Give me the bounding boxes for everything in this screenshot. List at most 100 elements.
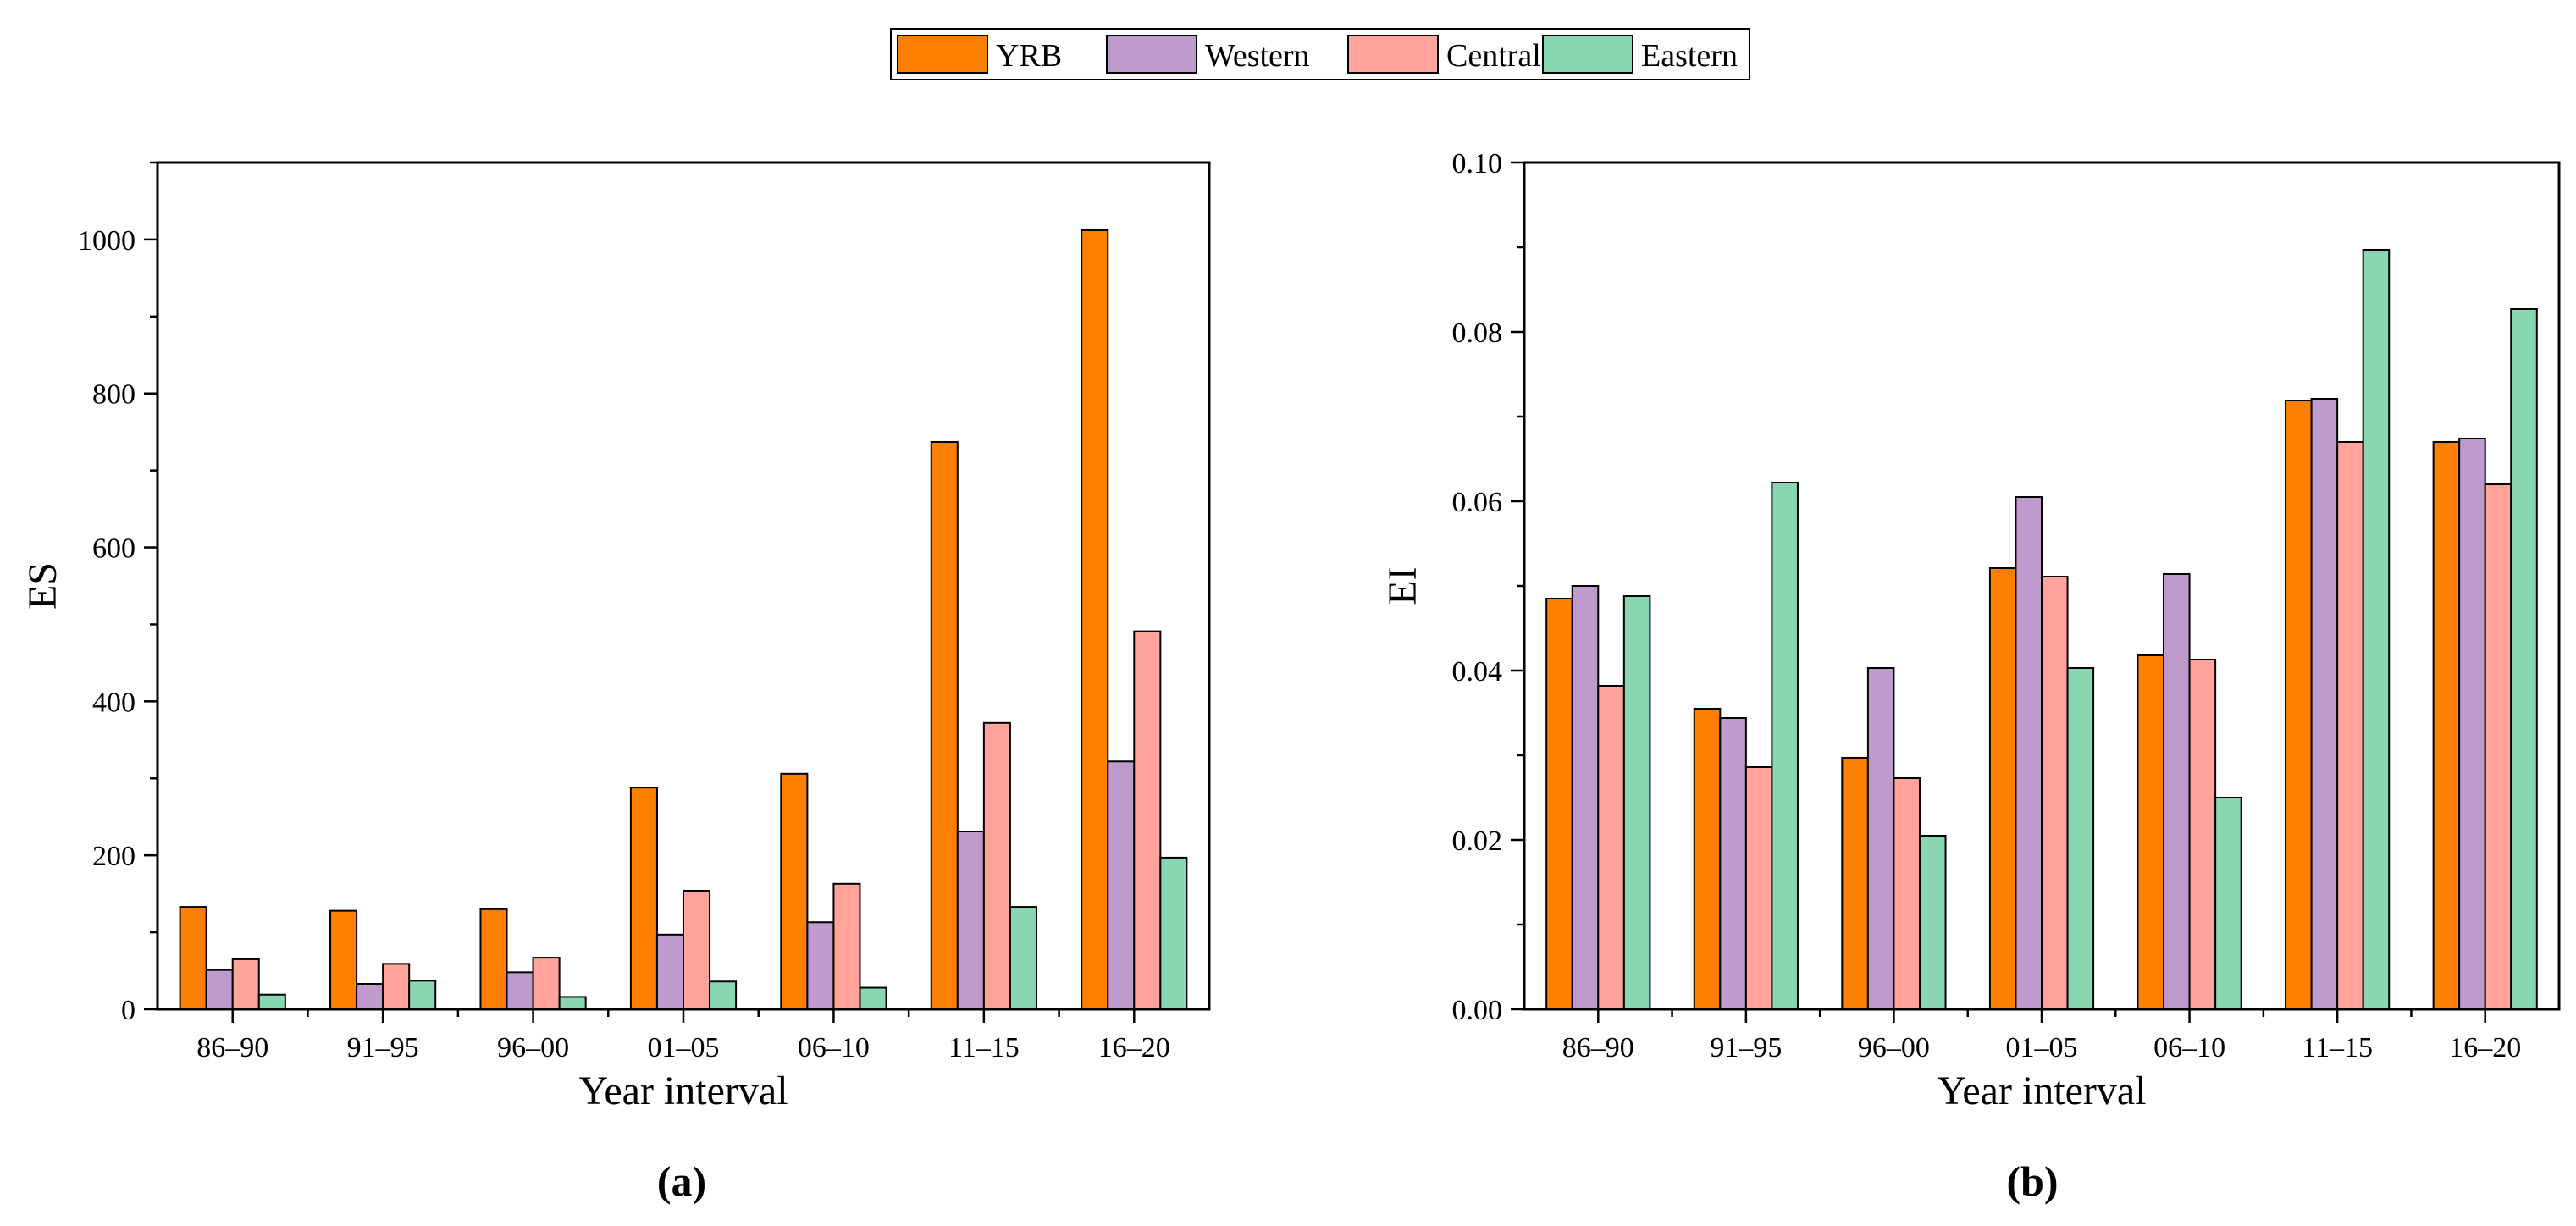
bar-eastern-06-10	[859, 986, 887, 1011]
legend-swatch-central	[1347, 35, 1439, 74]
bar-yrb-01-05	[1988, 567, 2017, 1010]
bar-eastern-11-15	[1009, 906, 1037, 1010]
bar-yrb-11-15	[2285, 400, 2313, 1010]
bar-eastern-86-90	[257, 993, 286, 1010]
bar-yrb-91-95	[1693, 708, 1722, 1010]
y-tick-label: 0.04	[1452, 656, 1503, 688]
bar-yrb-96-00	[1841, 757, 1869, 1010]
legend-label-central: Central	[1446, 38, 1541, 74]
bar-central-16-20	[1133, 630, 1162, 1010]
bar-western-11-15	[2310, 398, 2339, 1010]
bar-central-01-05	[2041, 576, 2069, 1010]
y-tick-label: 0.02	[1452, 826, 1503, 857]
legend-label-western: Western	[1205, 38, 1310, 74]
bar-central-11-15	[982, 721, 1011, 1010]
bar-western-11-15	[956, 831, 985, 1010]
bar-yrb-06-10	[780, 772, 809, 1010]
x-tick-label-16-20: 16–20	[1098, 1032, 1170, 1063]
bar-eastern-11-15	[2362, 249, 2391, 1010]
x-tick-label-06-10: 06–10	[798, 1032, 870, 1063]
plot-frame	[156, 161, 1211, 1011]
bar-central-86-90	[231, 958, 260, 1011]
y-tick-label: 800	[92, 379, 135, 411]
bar-western-01-05	[2015, 496, 2043, 1010]
bar-western-16-20	[2458, 438, 2486, 1010]
bar-central-06-10	[2188, 659, 2217, 1010]
bar-eastern-16-20	[1159, 856, 1188, 1010]
bar-eastern-86-90	[1622, 595, 1651, 1010]
bar-eastern-01-05	[709, 980, 738, 1011]
x-tick-label-11-15: 11–15	[2302, 1032, 2373, 1063]
y-axis-title: EI	[1380, 566, 1425, 605]
bar-eastern-96-00	[558, 996, 587, 1010]
x-axis-title: Year interval	[1937, 1069, 2146, 1113]
bar-eastern-91-95	[408, 980, 437, 1010]
y-tick-label: 0	[121, 995, 135, 1026]
bar-central-86-90	[1597, 685, 1625, 1010]
y-tick-label: 0.10	[1452, 148, 1503, 179]
bar-yrb-96-00	[479, 908, 508, 1010]
bar-central-91-95	[382, 963, 411, 1010]
bar-western-96-00	[1866, 667, 1895, 1010]
bar-western-91-95	[356, 983, 384, 1010]
x-tick-label-06-10: 06–10	[2153, 1032, 2225, 1063]
y-tick-label: 0.00	[1452, 995, 1503, 1026]
y-tick-label: 0.08	[1452, 318, 1503, 349]
legend-swatch-eastern	[1542, 35, 1633, 74]
bar-yrb-11-15	[930, 441, 959, 1010]
legend-label-yrb: YRB	[996, 38, 1062, 74]
x-tick-label-01-05: 01–05	[2006, 1032, 2078, 1063]
y-tick-label: 400	[92, 687, 135, 718]
bar-central-11-15	[2336, 441, 2364, 1010]
panel-label: (b)	[2006, 1157, 2058, 1205]
bar-western-01-05	[655, 933, 685, 1010]
bar-yrb-01-05	[629, 787, 658, 1010]
bar-western-86-90	[205, 969, 234, 1011]
bar-central-16-20	[2484, 483, 2512, 1010]
bar-central-06-10	[832, 882, 861, 1010]
bar-western-06-10	[806, 921, 835, 1011]
bar-central-91-95	[1744, 766, 1773, 1010]
bar-yrb-91-95	[329, 909, 358, 1011]
bar-western-16-20	[1107, 760, 1136, 1011]
legend-swatch-western	[1106, 35, 1197, 74]
x-tick-label-96-00: 96–00	[497, 1032, 569, 1063]
legend: YRB Western Central Eastern	[890, 28, 1750, 80]
x-tick-label-91-95: 91–95	[1710, 1032, 1782, 1063]
legend-label-eastern: Eastern	[1641, 38, 1738, 74]
bar-western-86-90	[1571, 585, 1600, 1010]
y-tick-label: 0.06	[1452, 487, 1503, 518]
y-tick-label: 200	[92, 841, 135, 872]
bar-yrb-86-90	[1545, 598, 1573, 1010]
chart-panel-a: 0 200 400 600 800 1000 86–90 91–95 96–00 01–05 06–…	[20, 161, 1211, 1205]
x-tick-label-86-90: 86–90	[196, 1032, 268, 1063]
bar-eastern-16-20	[2510, 308, 2538, 1010]
chart-panel-b: 0.00 0.02 0.04 0.06 0.08 0.10 86–90 91–95 96–00 0…	[1380, 148, 2561, 1205]
bar-eastern-01-05	[2066, 667, 2095, 1010]
x-tick-label-86-90: 86–90	[1562, 1032, 1634, 1063]
x-tick-label-91-95: 91–95	[347, 1032, 419, 1063]
x-axis-title: Year interval	[578, 1069, 788, 1113]
legend-swatch-yrb	[897, 35, 988, 74]
y-tick-label: 1000	[78, 225, 135, 257]
bar-eastern-96-00	[1918, 835, 1947, 1010]
bar-central-01-05	[683, 890, 711, 1010]
bar-yrb-16-20	[1081, 229, 1109, 1010]
bar-eastern-06-10	[2214, 797, 2242, 1010]
bar-yrb-86-90	[179, 906, 207, 1010]
bar-yrb-06-10	[2137, 654, 2165, 1010]
bar-eastern-91-95	[1771, 482, 1799, 1010]
x-tick-label-01-05: 01–05	[648, 1032, 720, 1063]
y-tick-label: 600	[92, 533, 135, 565]
panel-label: (a)	[657, 1157, 706, 1205]
bar-yrb-16-20	[2432, 441, 2461, 1010]
bar-western-91-95	[1719, 717, 1747, 1010]
bar-central-96-00	[1893, 777, 1921, 1010]
y-axis-title: ES	[20, 562, 65, 610]
x-tick-label-16-20: 16–20	[2449, 1032, 2521, 1063]
x-tick-label-11-15: 11–15	[948, 1032, 1020, 1063]
bar-western-96-00	[506, 971, 534, 1010]
bar-central-96-00	[532, 957, 561, 1010]
bar-western-06-10	[2163, 573, 2191, 1010]
